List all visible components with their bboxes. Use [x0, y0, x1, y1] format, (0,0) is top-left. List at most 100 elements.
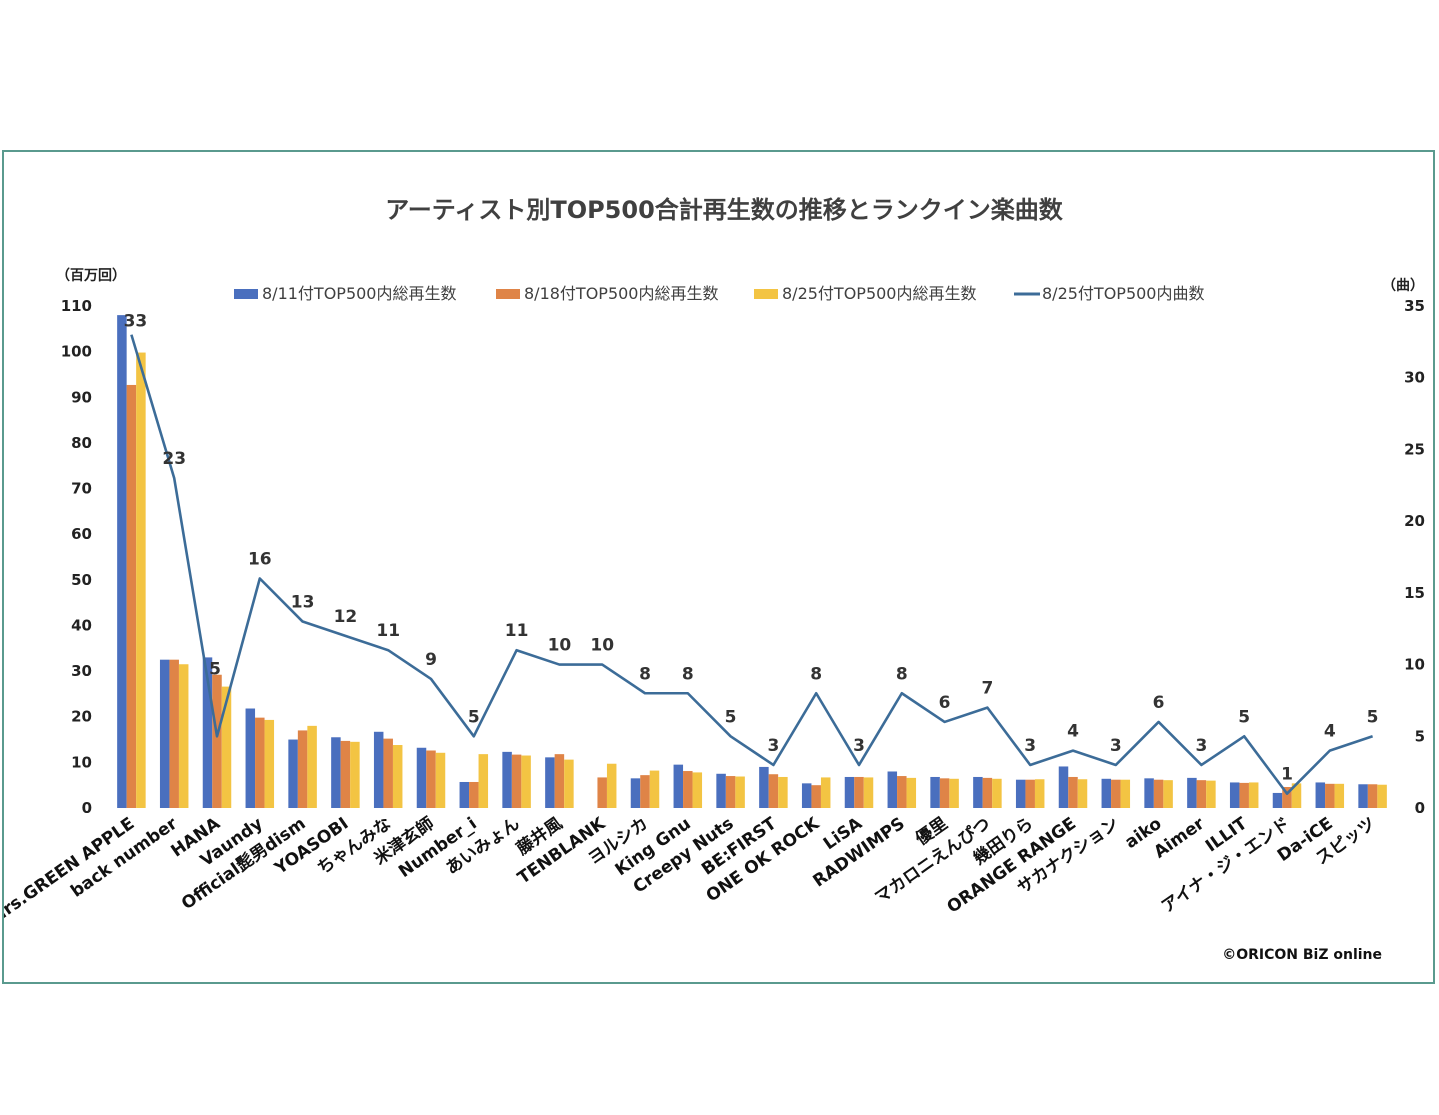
- legend-swatch: [496, 289, 520, 299]
- count-label: 6: [939, 693, 951, 713]
- bar: [1282, 787, 1292, 808]
- bar: [1144, 778, 1154, 808]
- bar: [521, 755, 531, 808]
- y-right-tick: 35: [1404, 297, 1425, 315]
- bars: [117, 315, 1387, 808]
- bar: [1248, 782, 1259, 808]
- bar: [939, 778, 950, 808]
- bar: [949, 778, 959, 808]
- y-left-tick: 70: [71, 480, 92, 498]
- y-right-unit: （曲）: [1382, 277, 1424, 294]
- y-right-tick: 15: [1404, 584, 1425, 602]
- bar: [982, 777, 993, 808]
- y-left-tick: 90: [71, 388, 92, 406]
- y-left-tick: 20: [71, 708, 92, 726]
- chart-title: アーティスト別TOP500合計再生数の推移とランクイン楽曲数: [385, 196, 1064, 224]
- bar: [778, 776, 788, 808]
- bar: [1239, 782, 1249, 808]
- bar: [1206, 780, 1216, 808]
- bar: [716, 773, 726, 808]
- bar: [1358, 784, 1368, 808]
- y-left-unit: （百万回）: [56, 268, 126, 284]
- bar: [202, 657, 213, 808]
- bar: [554, 754, 565, 808]
- count-label: 9: [425, 650, 437, 670]
- bar: [383, 738, 393, 808]
- count-series-line: [130, 334, 1374, 795]
- bar: [692, 772, 703, 808]
- count-label: 5: [725, 707, 737, 727]
- legend-swatch: [754, 289, 778, 299]
- count-label: 3: [1024, 736, 1036, 756]
- count-label: 10: [548, 636, 572, 656]
- bar: [683, 771, 693, 808]
- bar: [1334, 783, 1345, 808]
- y-left-tick: 80: [71, 434, 92, 452]
- y-left-tick: 40: [71, 616, 92, 634]
- bar: [126, 384, 137, 808]
- count-line: [130, 334, 1374, 795]
- y-left-ticks: 0 10 20 30 40 50 60 70 80 90 100 110: [61, 297, 92, 817]
- bar: [1367, 784, 1378, 808]
- bar: [630, 778, 641, 808]
- y-left-tick: 110: [61, 297, 92, 315]
- bar: [245, 708, 256, 808]
- y-left-tick: 50: [71, 571, 92, 589]
- bar: [416, 747, 427, 808]
- count-label: 5: [1238, 707, 1250, 727]
- count-label: 8: [896, 664, 908, 684]
- y-right-tick: 10: [1404, 656, 1425, 674]
- count-label: 23: [162, 449, 186, 469]
- legend-label: 8/25付TOP500内総再生数: [782, 284, 977, 303]
- bar: [1015, 779, 1026, 808]
- y-left-tick: 0: [82, 799, 92, 817]
- bar: [1034, 779, 1045, 808]
- bar: [973, 776, 983, 808]
- bar: [597, 777, 607, 808]
- legend-label: 8/18付TOP500内総再生数: [524, 284, 719, 303]
- count-label: 3: [767, 736, 779, 756]
- bar: [1153, 779, 1164, 808]
- bar: [1291, 783, 1302, 808]
- bar: [469, 781, 479, 808]
- count-label: 8: [682, 664, 694, 684]
- count-label: 8: [810, 664, 822, 684]
- bar: [545, 757, 555, 808]
- count-label: 7: [981, 679, 993, 699]
- bar: [768, 774, 779, 808]
- bar: [502, 751, 512, 808]
- legend-label: 8/11付TOP500内総再生数: [262, 284, 457, 303]
- category-label: Aimer: [1150, 813, 1208, 862]
- bar: [992, 778, 1002, 808]
- credit: ©ORICON BiZ online: [1222, 947, 1382, 963]
- count-label: 33: [124, 312, 148, 332]
- bar: [1325, 783, 1335, 808]
- count-label: 3: [1195, 736, 1207, 756]
- count-label: 11: [376, 621, 400, 641]
- bar: [1196, 780, 1207, 808]
- bar: [340, 740, 351, 808]
- y-right-tick: 25: [1404, 440, 1425, 458]
- bar: [288, 739, 298, 808]
- bar: [1111, 779, 1121, 808]
- bar: [331, 737, 341, 808]
- count-label: 5: [1367, 707, 1379, 727]
- bar: [1229, 782, 1240, 808]
- bar: [930, 776, 940, 808]
- count-label: 11: [505, 621, 529, 641]
- y-right-tick: 30: [1404, 369, 1425, 387]
- count-label: 4: [1067, 722, 1079, 742]
- legend-swatch: [234, 289, 258, 299]
- legend: 8/11付TOP500内総再生数 8/18付TOP500内総再生数 8/25付TOP…: [234, 284, 1205, 303]
- y-right-ticks: 0 5 10 15 20 25 30 35: [1404, 297, 1425, 817]
- bar: [511, 754, 522, 808]
- y-left-tick: 10: [71, 753, 92, 771]
- bar: [1377, 784, 1387, 808]
- bar: [887, 771, 898, 808]
- bar: [435, 752, 446, 808]
- bar: [640, 775, 650, 808]
- bar: [350, 741, 360, 808]
- bar: [1101, 778, 1112, 808]
- bar: [801, 783, 812, 808]
